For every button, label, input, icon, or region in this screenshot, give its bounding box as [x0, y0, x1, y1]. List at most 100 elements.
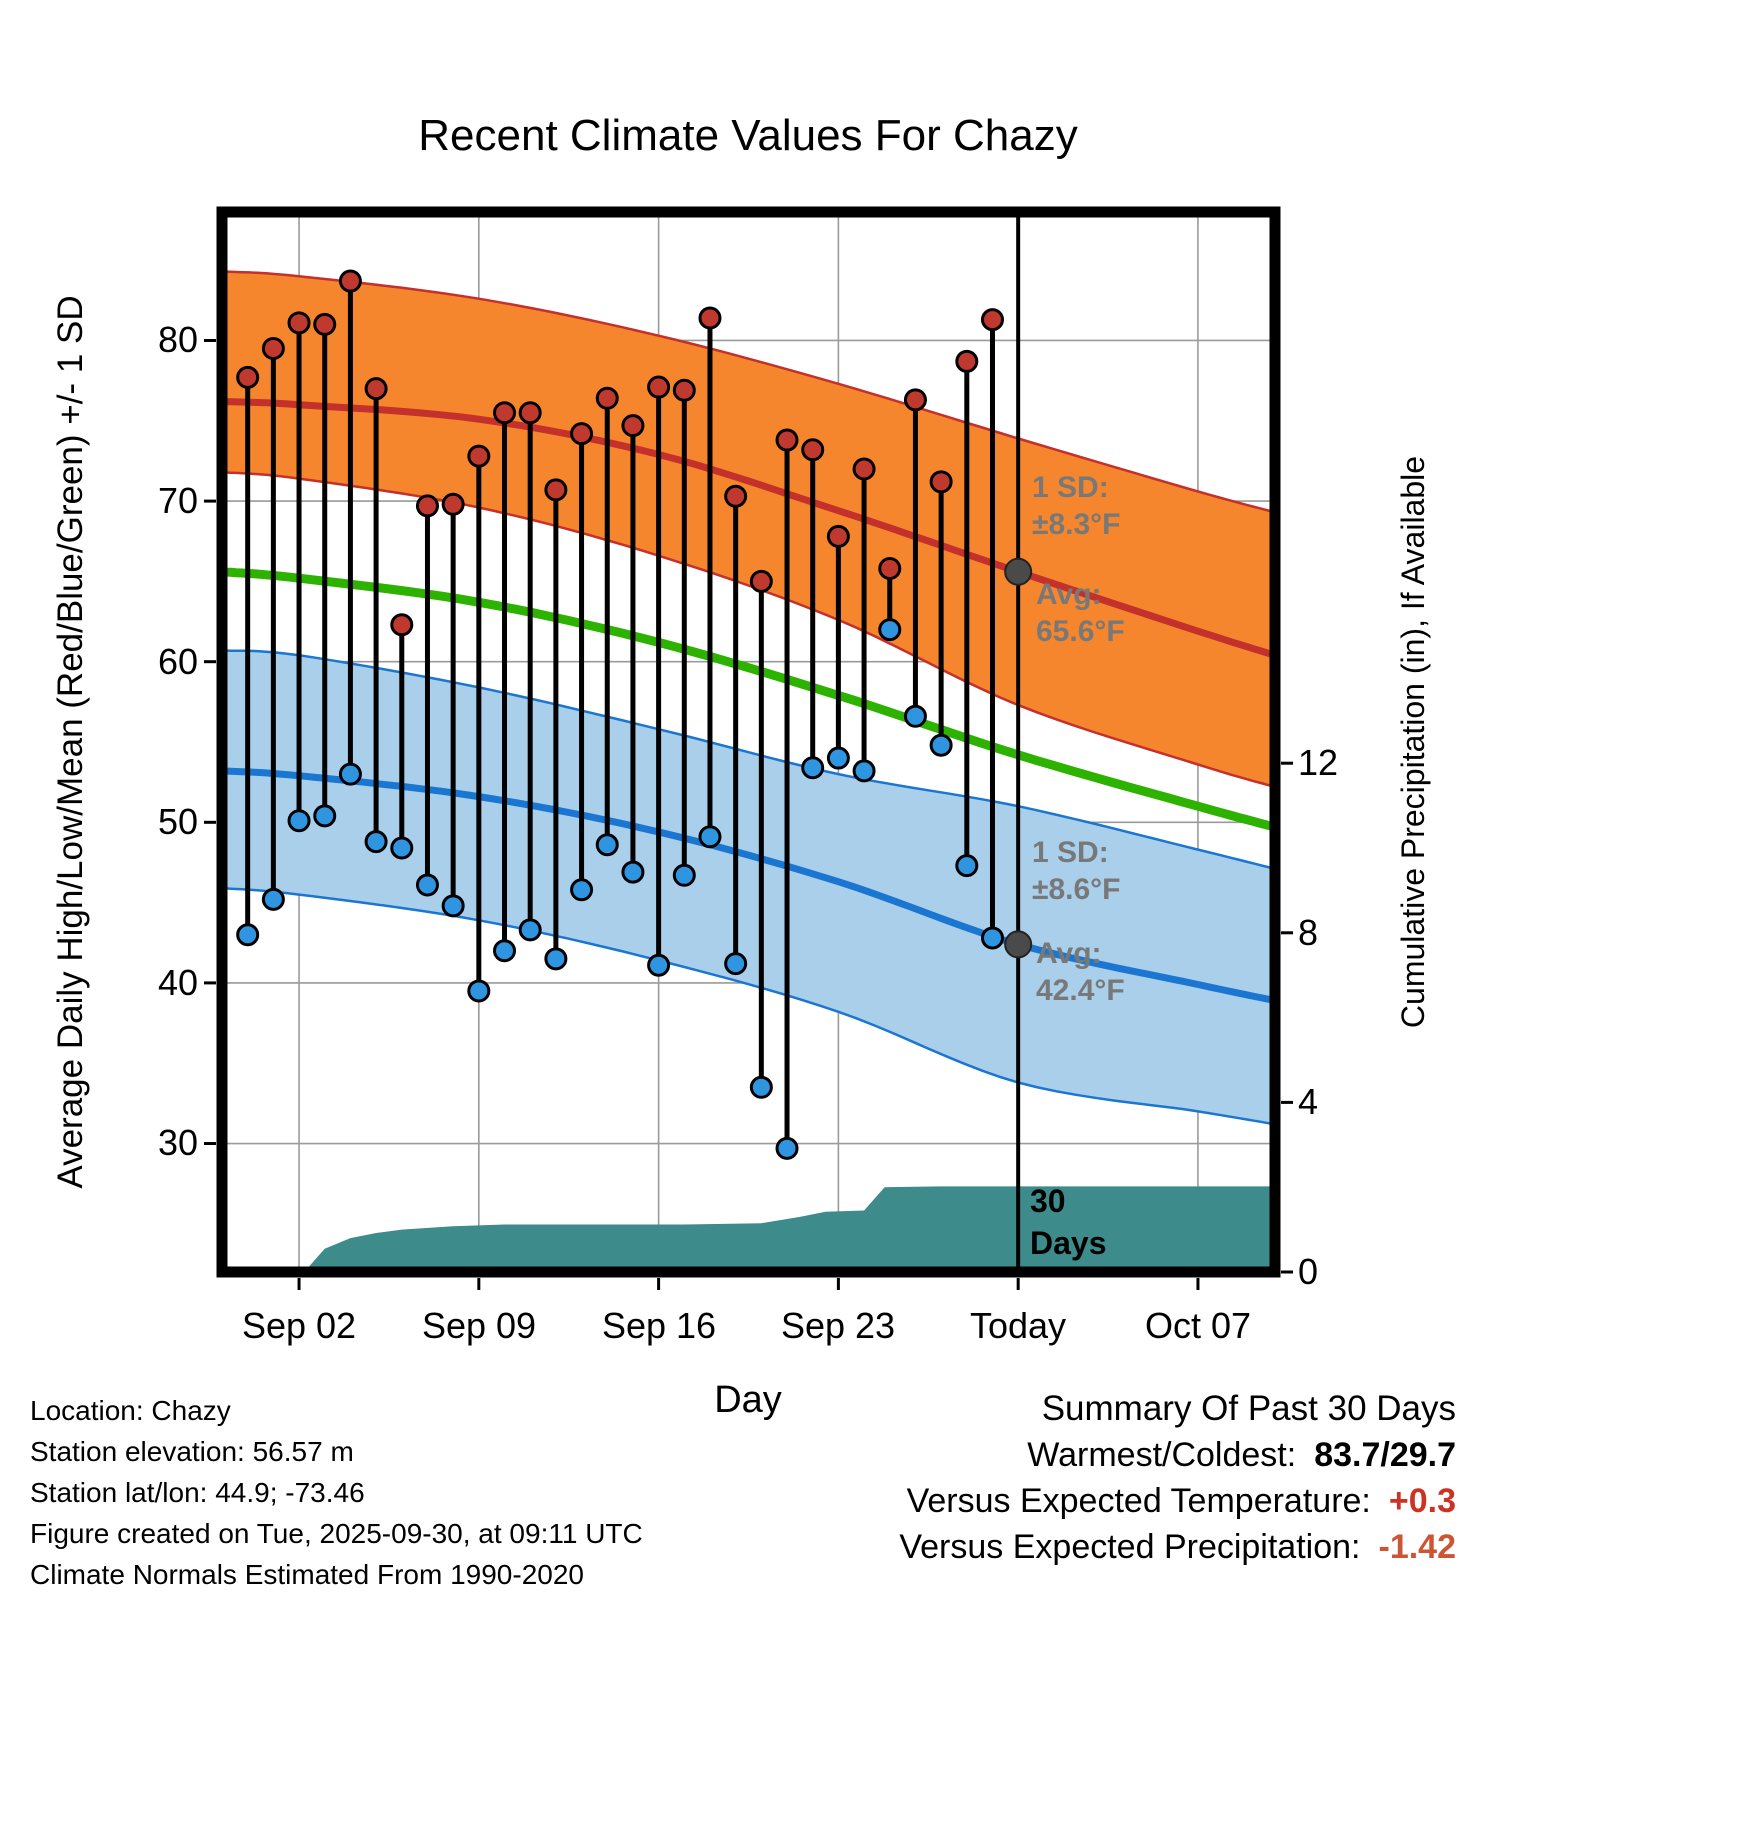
daily-high-dot	[313, 312, 337, 336]
daily-high-dot	[236, 365, 260, 389]
high-sd-annotation: 1 SD:	[1032, 471, 1109, 504]
daily-high-dot	[647, 375, 671, 399]
daily-high-dot	[415, 494, 439, 518]
daily-high-dot	[544, 478, 568, 502]
high-avg-dot	[1004, 557, 1033, 586]
daily-low-dot	[415, 873, 439, 897]
daily-low-dot	[672, 863, 696, 887]
daily-high-dot	[493, 401, 517, 425]
period-annotation-line2: Days	[1030, 1225, 1107, 1261]
x-tick-label: Sep 23	[781, 1305, 895, 1346]
y-axis-label-left: Average Daily High/Low/Mean (Red/Blue/Gr…	[51, 295, 90, 1188]
daily-low-dot	[364, 830, 388, 854]
right-tick-label: 0	[1298, 1251, 1318, 1292]
daily-high-dot	[390, 613, 414, 637]
daily-low-dot	[313, 804, 337, 828]
daily-low-dot	[287, 809, 311, 833]
daily-low-dot	[698, 825, 722, 849]
warmest-coldest-value: 83.7/29.7	[1314, 1436, 1456, 1474]
high-sd-value: ±8.3°F	[1032, 508, 1121, 541]
daily-high-dot	[955, 349, 979, 373]
x-tick-label: Sep 16	[602, 1305, 716, 1346]
daily-high-dot	[775, 428, 799, 452]
vs-temp-value: +0.3	[1388, 1482, 1456, 1520]
vs-temp-label: Versus Expected Temperature:	[906, 1482, 1371, 1520]
daily-low-dot	[621, 860, 645, 884]
daily-low-dot	[647, 953, 671, 977]
daily-high-dot	[852, 457, 876, 481]
summary-panel: Summary Of Past 30 Days Warmest/Coldest:…	[899, 1386, 1456, 1570]
daily-high-dot	[621, 414, 645, 438]
low-avg-annotation: Avg:	[1036, 937, 1102, 970]
right-tick-label: 4	[1298, 1081, 1318, 1122]
high-avg-value: 65.6°F	[1036, 615, 1125, 648]
summary-title: Summary Of Past 30 Days	[1041, 1389, 1456, 1428]
daily-low-dot	[826, 746, 850, 770]
y-tick-label: 50	[158, 801, 198, 842]
daily-low-dot	[852, 759, 876, 783]
daily-high-dot	[698, 306, 722, 330]
daily-low-dot	[261, 887, 285, 911]
daily-low-dot	[570, 878, 594, 902]
daily-low-dot	[518, 918, 542, 942]
daily-high-dot	[287, 311, 311, 335]
daily-low-dot	[493, 939, 517, 963]
y-tick-label: 30	[158, 1122, 198, 1163]
daily-low-dot	[801, 756, 825, 780]
daily-low-dot	[749, 1075, 773, 1099]
daily-high-dot	[903, 388, 927, 412]
right-tick-label: 8	[1298, 912, 1318, 953]
low-sd-annotation: 1 SD:	[1032, 836, 1109, 869]
plot-area	[204, 212, 1293, 1290]
high-avg-annotation: Avg:	[1036, 578, 1102, 611]
daily-high-dot	[570, 422, 594, 446]
daily-low-dot	[441, 894, 465, 918]
cumulative-precip-area	[222, 1186, 1275, 1272]
latlon-text: Station lat/lon: 44.9; -73.46	[30, 1477, 365, 1508]
plot-border	[216, 206, 1281, 1278]
daily-low-dot	[724, 952, 748, 976]
high-band-upper-edge	[221, 270, 1276, 514]
low-avg-dot	[1004, 930, 1033, 959]
daily-high-dot	[980, 308, 1004, 332]
daily-low-dot	[980, 926, 1004, 950]
daily-low-dot	[338, 762, 362, 786]
daily-high-dot	[929, 470, 953, 494]
daily-high-dot	[441, 492, 465, 516]
daily-low-dot	[595, 833, 619, 857]
daily-high-dot	[595, 386, 619, 410]
warmest-coldest-label: Warmest/Coldest:	[1027, 1436, 1297, 1474]
daily-high-dot	[467, 444, 491, 468]
period-annotation-line1: 30	[1030, 1183, 1066, 1219]
daily-low-dot	[878, 618, 902, 642]
low-normal-band	[222, 650, 1275, 1125]
low-sd-value: ±8.6°F	[1032, 873, 1121, 906]
daily-low-dot	[467, 979, 491, 1003]
daily-high-dot	[338, 269, 362, 293]
daily-high-dot	[826, 524, 850, 548]
created-text: Figure created on Tue, 2025-09-30, at 09…	[30, 1518, 643, 1549]
y-tick-label: 60	[158, 641, 198, 682]
low-band-lower-edge	[221, 886, 1276, 1126]
daily-low-dot	[544, 947, 568, 971]
x-tick-label: Sep 02	[242, 1305, 356, 1346]
daily-high-dot	[364, 377, 388, 401]
x-tick-label-today: Today	[970, 1305, 1066, 1346]
daily-low-dot	[775, 1136, 799, 1160]
daily-high-dot	[878, 557, 902, 581]
vs-precip-label: Versus Expected Precipitation:	[899, 1528, 1361, 1566]
x-tick-label: Sep 09	[422, 1305, 536, 1346]
daily-high-dot	[801, 438, 825, 462]
elevation-text: Station elevation: 56.57 m	[30, 1436, 354, 1467]
x-tick-label: Oct 07	[1145, 1305, 1251, 1346]
right-tick-label: 12	[1298, 742, 1338, 783]
normals-note: Climate Normals Estimated From 1990-2020	[30, 1559, 584, 1590]
daily-high-dot	[518, 401, 542, 425]
daily-high-dot	[672, 378, 696, 402]
y-tick-label: 70	[158, 480, 198, 521]
high-normal-band	[222, 271, 1275, 787]
chart-title: Recent Climate Values For Chazy	[418, 111, 1077, 160]
y-tick-label: 80	[158, 319, 198, 360]
